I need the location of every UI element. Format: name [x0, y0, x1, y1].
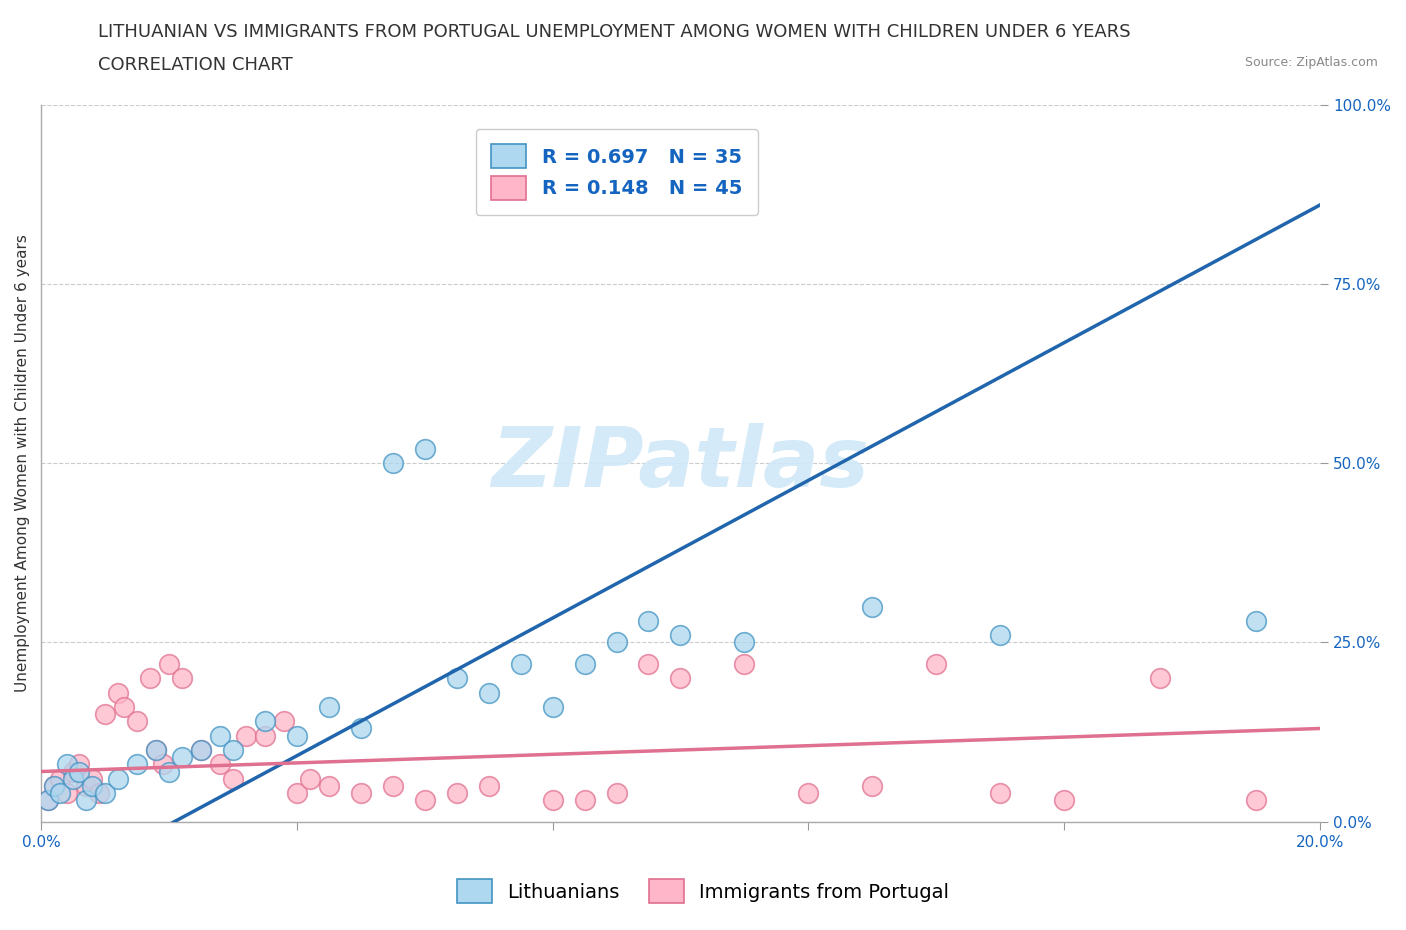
Point: [318, 699, 340, 714]
Point: [209, 728, 232, 743]
Point: [860, 599, 883, 614]
Text: LITHUANIAN VS IMMIGRANTS FROM PORTUGAL UNEMPLOYMENT AMONG WOMEN WITH CHILDREN UN: LITHUANIAN VS IMMIGRANTS FROM PORTUGAL U…: [98, 23, 1130, 41]
Point: [669, 628, 692, 643]
Point: [49, 771, 72, 786]
Point: [925, 657, 948, 671]
Point: [209, 757, 232, 772]
Text: CORRELATION CHART: CORRELATION CHART: [98, 56, 294, 73]
Point: [605, 786, 627, 801]
Legend: Lithuanians, Immigrants from Portugal: Lithuanians, Immigrants from Portugal: [449, 871, 957, 911]
Point: [1053, 792, 1076, 807]
Point: [62, 764, 84, 779]
Point: [605, 635, 627, 650]
Point: [190, 742, 212, 757]
Point: [75, 778, 97, 793]
Point: [733, 635, 755, 650]
Point: [574, 657, 596, 671]
Point: [273, 714, 295, 729]
Text: Source: ZipAtlas.com: Source: ZipAtlas.com: [1244, 56, 1378, 69]
Point: [350, 721, 373, 736]
Point: [42, 778, 65, 793]
Point: [285, 728, 308, 743]
Point: [253, 714, 276, 729]
Point: [170, 750, 193, 764]
Point: [478, 685, 501, 700]
Point: [1149, 671, 1171, 685]
Point: [42, 778, 65, 793]
Point: [1244, 792, 1267, 807]
Point: [145, 742, 167, 757]
Point: [152, 757, 174, 772]
Point: [446, 786, 468, 801]
Point: [860, 778, 883, 793]
Point: [222, 771, 245, 786]
Point: [49, 786, 72, 801]
Point: [75, 792, 97, 807]
Point: [125, 714, 148, 729]
Point: [82, 771, 104, 786]
Point: [381, 456, 404, 471]
Point: [82, 778, 104, 793]
Point: [253, 728, 276, 743]
Point: [350, 786, 373, 801]
Point: [55, 757, 77, 772]
Point: [541, 699, 564, 714]
Point: [69, 764, 91, 779]
Y-axis label: Unemployment Among Women with Children Under 6 years: Unemployment Among Women with Children U…: [15, 234, 30, 692]
Point: [37, 792, 59, 807]
Point: [988, 628, 1011, 643]
Point: [509, 657, 531, 671]
Point: [170, 671, 193, 685]
Point: [574, 792, 596, 807]
Point: [69, 757, 91, 772]
Point: [107, 771, 129, 786]
Point: [190, 742, 212, 757]
Point: [107, 685, 129, 700]
Point: [235, 728, 257, 743]
Point: [637, 614, 659, 629]
Point: [125, 757, 148, 772]
Point: [733, 657, 755, 671]
Point: [413, 792, 436, 807]
Point: [94, 786, 117, 801]
Point: [62, 771, 84, 786]
Point: [37, 792, 59, 807]
Point: [157, 657, 180, 671]
Point: [669, 671, 692, 685]
Point: [478, 778, 501, 793]
Point: [87, 786, 110, 801]
Point: [541, 792, 564, 807]
Point: [381, 778, 404, 793]
Point: [222, 742, 245, 757]
Point: [139, 671, 162, 685]
Point: [55, 786, 77, 801]
Legend: R = 0.697   N = 35, R = 0.148   N = 45: R = 0.697 N = 35, R = 0.148 N = 45: [475, 128, 758, 215]
Point: [157, 764, 180, 779]
Point: [112, 699, 135, 714]
Point: [318, 778, 340, 793]
Point: [1244, 614, 1267, 629]
Point: [145, 742, 167, 757]
Point: [797, 786, 820, 801]
Point: [413, 442, 436, 457]
Text: ZIPatlas: ZIPatlas: [492, 423, 869, 504]
Point: [94, 707, 117, 722]
Point: [446, 671, 468, 685]
Point: [285, 786, 308, 801]
Point: [298, 771, 321, 786]
Point: [988, 786, 1011, 801]
Point: [637, 657, 659, 671]
